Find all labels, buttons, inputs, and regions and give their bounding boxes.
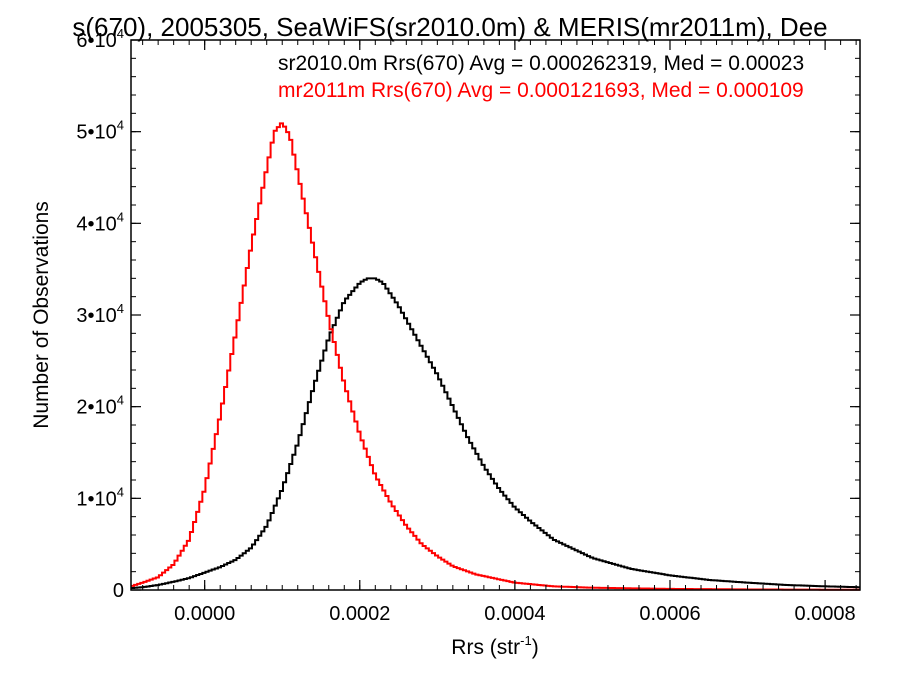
y-tick-label: 5•104 [76, 118, 124, 144]
chart-title: s(670), 2005305, SeaWiFS(sr2010.0m) & ME… [72, 12, 827, 42]
x-tick-label: 0.0004 [484, 603, 545, 625]
series-0-histogram [131, 277, 860, 590]
x-axis-label-main: Rrs (str [451, 636, 520, 659]
x-tick-label: 0.0002 [329, 603, 390, 625]
annotation-sr2010: sr2010.0m Rrs(670) Avg = 0.000262319, Me… [278, 52, 804, 75]
y-tick-label: 2•104 [76, 393, 124, 419]
y-axis-label: Number of Observations [30, 201, 53, 429]
series-layer [131, 122, 860, 591]
x-tick-label: 0.0000 [174, 603, 235, 625]
y-tick-label: 0 [113, 580, 124, 602]
y-tick-label: 4•104 [76, 209, 124, 235]
y-tick-label: 6•104 [76, 26, 124, 52]
x-tick-label: 0.0006 [639, 603, 700, 625]
x-axis-label-close: ) [532, 636, 539, 659]
series-1-histogram [131, 122, 860, 591]
y-tick-label: 3•104 [76, 301, 124, 327]
x-tick-label: 0.0008 [795, 603, 856, 625]
x-axis-label: Rrs (str-1) [451, 633, 538, 659]
annotation-mr2011: mr2011m Rrs(670) Avg = 0.000121693, Med … [278, 79, 804, 102]
ticks-layer: 0.0000 0.0002 0.0004 0.0006 0.0008 0 1•104 2•10… [76, 26, 860, 625]
x-axis-label-superscript: -1 [520, 633, 532, 648]
y-tick-label: 1•104 [76, 484, 124, 510]
